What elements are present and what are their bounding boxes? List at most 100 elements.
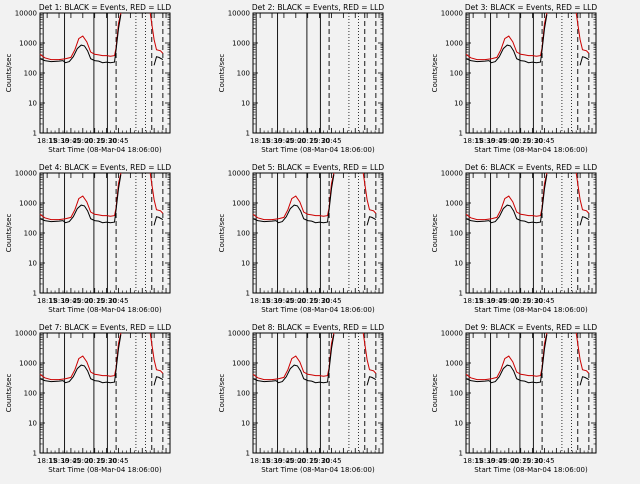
y-tick-label: 1 (33, 450, 37, 458)
x-tick-label: 19:45 (61, 297, 81, 305)
y-tick-label: 10000 (228, 10, 250, 18)
series-line-events (153, 376, 164, 386)
detector-panel: Det 4: BLACK = Events, RED = LLD 1 10 100 10… (5, 163, 171, 314)
x-axis-label: Start Time (08-Mar-04 18:06:00) (48, 306, 162, 314)
x-tick-label: 18:15 (37, 297, 57, 305)
x-tick-label: 20:15 (85, 457, 105, 465)
series-line-events (39, 174, 122, 224)
x-tick-label: 18:15 (463, 137, 483, 145)
x-tick-label: 18:15 (250, 137, 270, 145)
series-line-lld (465, 332, 548, 381)
y-tick-label: 1 (33, 290, 37, 298)
detector-panel: Det 5: BLACK = Events, RED = LLD 1 10 100 10… (218, 163, 384, 314)
x-tick-label: 20:30 (96, 137, 116, 145)
y-tick-label: 1000 (232, 40, 250, 48)
detector-panel: Det 2: BLACK = Events, RED = LLD 1 10 100 10… (218, 3, 384, 154)
series-line-lld (149, 332, 164, 374)
panel-title: Det 2: BLACK = Events, RED = LLD (252, 3, 384, 12)
y-tick-label: 10 (28, 100, 37, 108)
x-tick-label: 20:45 (108, 457, 128, 465)
detector-panel: Det 7: BLACK = Events, RED = LLD 1 10 100 10… (5, 323, 171, 474)
series-line-events (153, 56, 164, 66)
y-tick-label: 10000 (441, 330, 463, 338)
x-tick-label: 20:00 (286, 137, 306, 145)
series-line-lld (465, 172, 548, 221)
x-tick-label: 20:00 (286, 457, 306, 465)
panel-title: Det 5: BLACK = Events, RED = LLD (252, 163, 384, 172)
panel-title: Det 3: BLACK = Events, RED = LLD (465, 3, 597, 12)
series-line-lld (465, 12, 548, 61)
panel-title: Det 7: BLACK = Events, RED = LLD (39, 323, 171, 332)
x-tick-label: 18:30 (475, 297, 495, 305)
panel-title: Det 1: BLACK = Events, RED = LLD (39, 3, 171, 12)
x-tick-label: 18:15 (463, 297, 483, 305)
x-tick-label: 20:15 (511, 137, 531, 145)
x-tick-label: 20:45 (321, 137, 341, 145)
y-tick-label: 1 (459, 450, 463, 458)
x-tick-label: 20:30 (309, 137, 329, 145)
y-tick-label: 1 (246, 290, 250, 298)
series-line-lld (252, 332, 335, 381)
x-tick-label: 20:45 (534, 137, 554, 145)
x-tick-label: 19:45 (61, 457, 81, 465)
x-tick-label: 20:00 (73, 297, 93, 305)
x-tick-label: 20:00 (499, 457, 519, 465)
x-tick-label: 19:45 (61, 137, 81, 145)
x-tick-label: 18:30 (475, 457, 495, 465)
y-axis-label: Counts/sec (431, 374, 439, 413)
y-axis-label: Counts/sec (218, 54, 226, 93)
x-tick-label: 20:30 (522, 457, 542, 465)
panel-title: Det 6: BLACK = Events, RED = LLD (465, 163, 597, 172)
x-tick-label: 20:45 (321, 457, 341, 465)
x-tick-label: 18:15 (463, 457, 483, 465)
x-tick-label: 20:30 (522, 137, 542, 145)
y-tick-label: 10 (454, 420, 463, 428)
detector-panel: Det 1: BLACK = Events, RED = LLD 1 10 100 10… (5, 3, 171, 154)
y-tick-label: 10000 (228, 330, 250, 338)
y-tick-label: 100 (24, 70, 37, 78)
y-tick-label: 1000 (19, 40, 37, 48)
x-tick-label: 20:45 (108, 297, 128, 305)
x-tick-label: 19:45 (487, 457, 507, 465)
series-line-events (366, 376, 377, 386)
y-tick-label: 10 (454, 100, 463, 108)
panel-detector-label: Det 5 (252, 163, 273, 172)
y-axis-label: Counts/sec (5, 374, 13, 413)
y-tick-label: 10000 (441, 170, 463, 178)
y-tick-label: 100 (237, 70, 250, 78)
y-tick-label: 1000 (232, 200, 250, 208)
series-line-lld (575, 12, 590, 54)
panel-legend-text: : BLACK = Events, RED = LLD (272, 163, 384, 172)
panel-detector-label: Det 8 (252, 323, 273, 332)
panel-detector-label: Det 9 (465, 323, 486, 332)
x-tick-label: 20:30 (96, 457, 116, 465)
panel-legend-text: : BLACK = Events, RED = LLD (485, 323, 597, 332)
y-tick-label: 1000 (19, 200, 37, 208)
series-line-lld (362, 172, 377, 214)
x-tick-label: 18:15 (37, 137, 57, 145)
y-tick-label: 1 (246, 130, 250, 138)
plot-frame (465, 332, 597, 454)
y-tick-label: 100 (24, 230, 37, 238)
x-axis-label: Start Time (08-Mar-04 18:06:00) (474, 306, 588, 314)
y-tick-label: 1000 (445, 200, 463, 208)
y-tick-label: 1 (33, 130, 37, 138)
series-line-events (465, 174, 548, 224)
x-tick-label: 20:15 (298, 457, 318, 465)
y-tick-label: 10000 (441, 10, 463, 18)
series-line-lld (575, 332, 590, 374)
x-tick-label: 19:45 (274, 137, 294, 145)
x-tick-label: 20:30 (309, 457, 329, 465)
y-tick-label: 10 (241, 260, 250, 268)
plot-frame (465, 172, 597, 294)
x-tick-label: 20:45 (108, 137, 128, 145)
y-tick-label: 100 (24, 390, 37, 398)
x-tick-label: 20:15 (511, 297, 531, 305)
x-axis-label: Start Time (08-Mar-04 18:06:00) (474, 466, 588, 474)
panel-title: Det 8: BLACK = Events, RED = LLD (252, 323, 384, 332)
x-tick-label: 18:15 (250, 457, 270, 465)
y-tick-label: 1000 (232, 360, 250, 368)
x-tick-label: 19:45 (487, 137, 507, 145)
y-tick-label: 10 (454, 260, 463, 268)
x-tick-label: 19:45 (487, 297, 507, 305)
